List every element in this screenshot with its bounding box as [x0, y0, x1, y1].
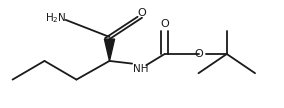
- Text: O: O: [138, 9, 146, 18]
- Text: H$_2$N: H$_2$N: [45, 11, 66, 25]
- Polygon shape: [105, 39, 114, 61]
- Text: O: O: [160, 19, 169, 29]
- Text: NH: NH: [133, 64, 148, 74]
- Text: O: O: [194, 49, 203, 59]
